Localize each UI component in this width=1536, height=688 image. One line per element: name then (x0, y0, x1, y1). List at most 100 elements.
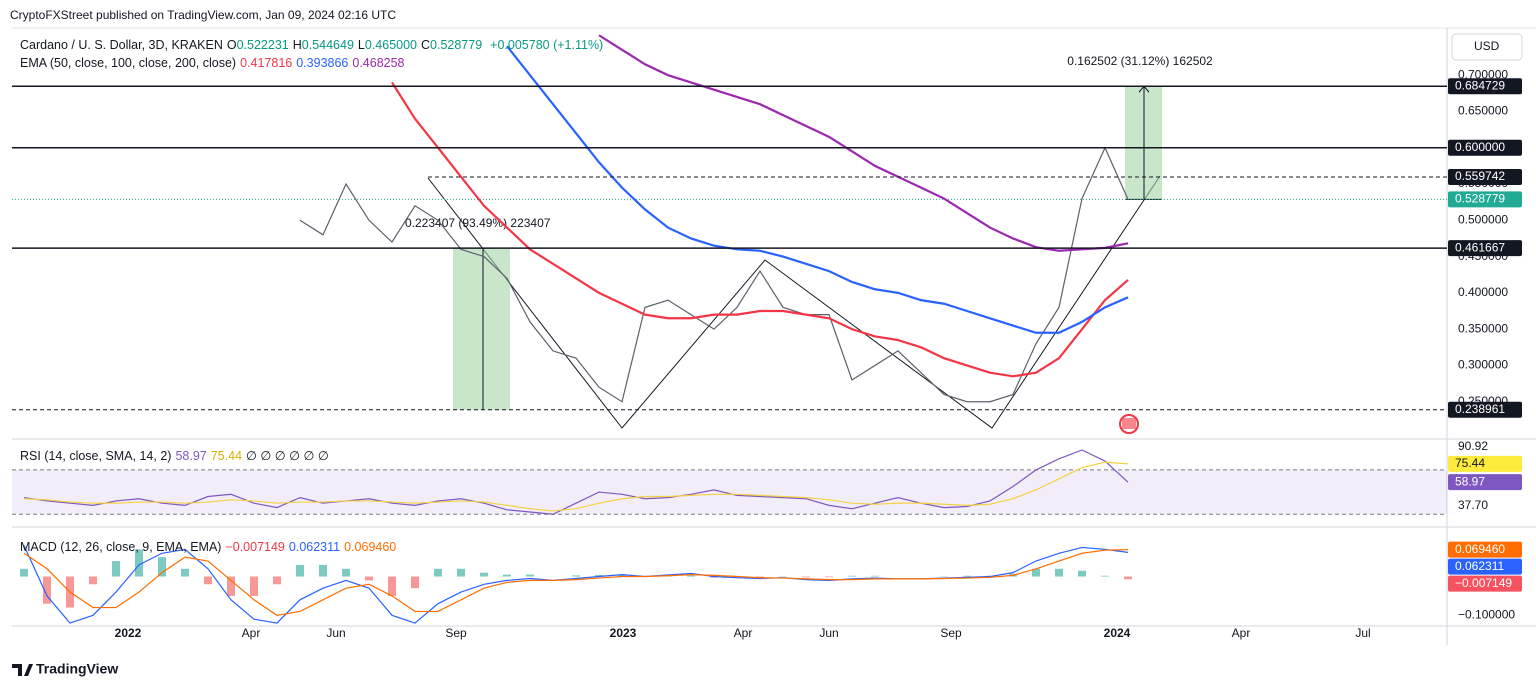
price-badge (1448, 575, 1522, 592)
price-badge (1448, 401, 1522, 418)
price-badge (1448, 168, 1522, 185)
rsi-band (12, 469, 1447, 515)
price-badge (1448, 191, 1522, 208)
price-badge (1448, 78, 1522, 95)
price-badge (1448, 455, 1522, 472)
ohlc-key: O (226, 38, 237, 52)
brand-logo (12, 664, 33, 676)
ohlc-value: 0.522231 (236, 38, 289, 52)
histogram-bar (434, 568, 442, 577)
histogram-bar (273, 576, 281, 585)
histogram-bar (296, 564, 304, 577)
rsi-value: 58.97 (175, 449, 207, 463)
histogram-bar (43, 576, 51, 604)
macd-hist-value: −0.007149 (225, 540, 285, 554)
y-tick-label: 0.700000 (1458, 67, 1508, 81)
symbol: Cardano / U. S. Dollar, 3D, KRAKEN (20, 38, 223, 52)
series-line (299, 146, 1129, 403)
price-badge-label: 75.44 (1455, 456, 1485, 470)
x-tick-label: Sep (445, 626, 467, 640)
histogram-bar (480, 572, 488, 577)
x-tick-label: Apr (1232, 626, 1251, 640)
ohlc-value: 0.465000 (364, 38, 417, 52)
histogram-bar (89, 576, 97, 585)
histogram-bar (112, 561, 120, 577)
publisher: CryptoFXStreet published on TradingView.… (10, 8, 396, 22)
macd-title: MACD (12, 26, close, 9, EMA, EMA) (20, 540, 222, 554)
histogram-bar (1055, 568, 1063, 577)
histogram-bar (388, 576, 396, 596)
y-tick-label: −0.100000 (1458, 607, 1515, 621)
series-line (23, 545, 1129, 624)
x-tick-label: Jun (326, 626, 345, 640)
x-tick-label: 2024 (1104, 626, 1131, 640)
rsi-sma-value: 75.44 (210, 449, 243, 463)
signal-value: 0.069460 (344, 540, 397, 554)
currency-button[interactable] (1451, 33, 1523, 61)
histogram-bar (20, 568, 28, 577)
price-badge-label: 0.559742 (1455, 169, 1505, 183)
price-badge-label: 0.238961 (1455, 402, 1505, 416)
x-tick-label: 2022 (115, 626, 142, 640)
histogram-bar (963, 575, 971, 577)
histogram-bar (572, 575, 580, 577)
histogram-bar (756, 576, 764, 578)
price-badge-label: 0.461667 (1455, 240, 1505, 254)
ohlc-key: H (292, 38, 302, 52)
series-line (23, 548, 1129, 616)
ema-title: EMA (50, close, 100, close, 200, close) (20, 56, 237, 70)
series-line (506, 45, 1129, 334)
y-tick-label: 0.500000 (1458, 212, 1508, 226)
y-tick-label: 0.300000 (1458, 358, 1508, 372)
ohlc-value: 0.544649 (301, 38, 354, 52)
histogram-bar (618, 574, 626, 577)
brand-name: TradingView (36, 661, 118, 677)
ema-value: 0.393866 (296, 56, 349, 70)
histogram-bar (181, 568, 189, 577)
y-tick-label: 90.92 (1458, 439, 1488, 453)
price-badge-label: 0.069460 (1455, 542, 1505, 556)
histogram-bar (204, 576, 212, 585)
ohlc-key: L (357, 38, 365, 52)
price-badge-label: 0.600000 (1455, 140, 1505, 154)
measure-box (453, 248, 510, 410)
price-badge-label: 0.684729 (1455, 78, 1505, 92)
x-tick-label: 2023 (610, 626, 637, 640)
histogram-bar (802, 576, 810, 578)
histogram-bar (227, 576, 235, 596)
histogram-bar (503, 574, 511, 577)
macd-value: 0.062311 (288, 540, 341, 554)
histogram-bar (1078, 570, 1086, 577)
x-tick-label: Apr (734, 626, 753, 640)
price-badge (1448, 558, 1522, 575)
rsi-empty: ∅ ∅ ∅ ∅ ∅ ∅ (246, 449, 329, 463)
ema-legend: EMA (50, close, 100, close, 200, close) 0… (20, 56, 413, 70)
histogram-bar (687, 575, 695, 577)
y-tick-label: 0.350000 (1458, 321, 1508, 335)
y-tick-label: 0.400000 (1458, 285, 1508, 299)
currency-label[interactable]: USD (1474, 39, 1500, 53)
ohlc: O0.522231 H0.544649 L0.465000 C0.528779 (227, 38, 486, 52)
rsi-title: RSI (14, close, SMA, 14, 2) (20, 449, 172, 463)
series-line (23, 461, 1129, 512)
ema-values: 0.417816 0.393866 0.468258 (240, 56, 408, 70)
histogram-bar (135, 549, 143, 577)
histogram-bar (825, 576, 833, 578)
x-tick-label: Apr (242, 626, 261, 640)
histogram-bar (250, 576, 258, 596)
series-line (23, 449, 1129, 515)
ema-value: 0.468258 (352, 56, 405, 70)
pattern-drawing (427, 175, 1161, 429)
series-line (391, 81, 1129, 378)
price-badge (1448, 541, 1522, 558)
histogram-bar (158, 557, 166, 577)
series-line (598, 34, 1129, 252)
ema-value: 0.417816 (240, 56, 293, 70)
price-badge (1448, 240, 1522, 257)
ohlc-key: C (421, 38, 431, 52)
price-badge-label: −0.007149 (1455, 576, 1512, 590)
histogram-bar (411, 576, 419, 589)
y-tick-label: 37.70 (1458, 498, 1488, 512)
measure-label: 0.223407 (93.49%) 223407 (405, 216, 551, 230)
